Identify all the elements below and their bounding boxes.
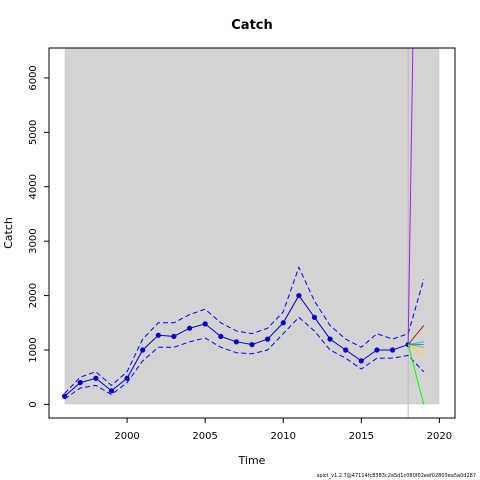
y-axis: 0 1000 2000 3000 4000 5000 6000 [28,65,49,408]
data-point [93,375,99,381]
y-tick-label: 1000 [28,337,39,362]
series-line-5 [407,344,425,405]
series-line-1 [64,265,425,394]
data-point [233,339,239,345]
data-point [358,358,364,364]
x-tick-label: 2015 [349,431,374,442]
x-tick-label: 2000 [114,431,139,442]
data-point [218,333,224,339]
x-axis-label: Time [238,454,266,467]
series-line-4 [407,325,425,345]
data-point [140,347,146,353]
plot-frame [48,47,456,419]
data-point [202,321,208,327]
data-point [311,314,318,320]
shaded-region [64,48,440,405]
version-footer: spict_v1.2.7@47114fc8383c2a5d1c080f02eef… [317,473,476,479]
data-point [343,347,349,353]
data-point [77,380,83,386]
data-point [108,388,115,394]
data-point [171,333,177,339]
x-tick-label: 2020 [427,431,452,442]
data-point [389,347,396,353]
series-line-2 [64,316,425,400]
y-tick-label: 6000 [28,65,39,90]
data-point [124,375,130,381]
data-point [186,325,193,331]
data-point [155,332,161,338]
y-tick-label: 2000 [28,283,39,308]
data-point [296,292,302,299]
x-axis: 2000 2005 2010 2015 2020 [114,418,452,442]
y-tick-label: 0 [28,401,39,407]
data-point [249,341,255,348]
data-point [374,347,380,353]
series-line-8 [407,344,425,356]
chart-title: Catch [231,18,273,33]
series-line-3 [407,48,414,345]
plot-area [62,48,440,418]
x-tick-label: 2005 [192,431,217,442]
x-tick-label: 2010 [271,431,296,442]
y-axis-label: Catch [2,217,15,249]
y-tick-label: 5000 [28,120,39,145]
data-point [265,336,271,342]
y-tick-label: 3000 [28,228,39,253]
data-point [327,336,333,342]
y-tick-label: 4000 [28,174,39,199]
data-point [280,320,286,326]
